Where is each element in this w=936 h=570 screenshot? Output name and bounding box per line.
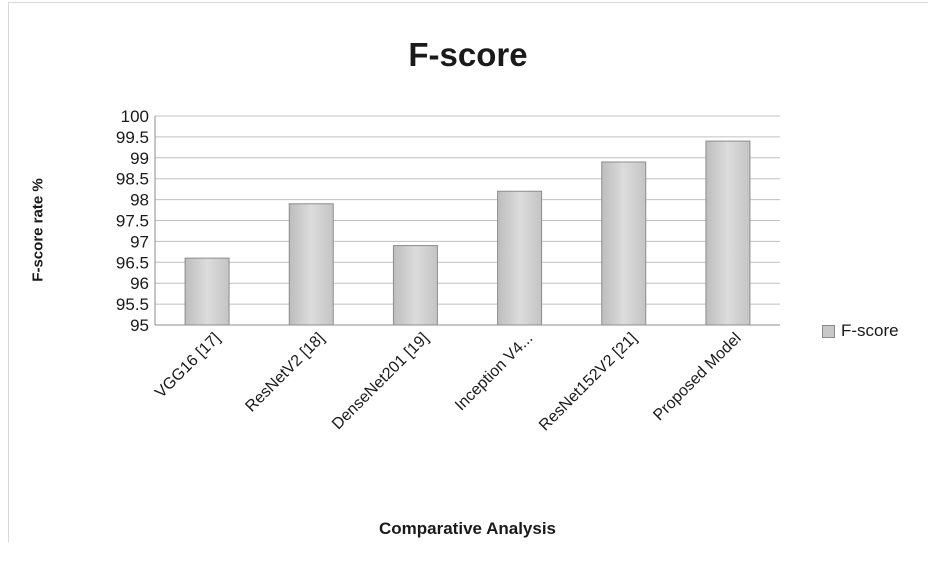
legend: F-score <box>822 321 899 341</box>
y-tick-label: 99.5 <box>116 128 149 147</box>
x-tick-label: ResNet152V2 [21] <box>536 330 640 434</box>
x-tick-label: Proposed Model <box>650 330 744 424</box>
bar <box>497 190 543 326</box>
y-tick-label: 96.5 <box>116 253 149 272</box>
chart-title: F-score <box>408 36 528 73</box>
x-tick-label: Inception V4... <box>452 330 536 414</box>
y-tick-label: 96 <box>130 274 149 293</box>
x-axis-label: Comparative Analysis <box>379 519 556 538</box>
frame-border-left <box>8 2 9 542</box>
x-tick-label: DenseNet201 [19] <box>329 330 432 433</box>
bar <box>601 161 647 326</box>
legend-swatch <box>822 324 835 338</box>
y-tick-label: 95.5 <box>116 295 149 314</box>
y-tick-label: 97 <box>130 232 149 251</box>
bar <box>705 140 751 326</box>
y-tick-label: 95 <box>130 316 149 335</box>
bar <box>392 245 438 326</box>
x-tick-label: ResNetV2 [18] <box>242 330 328 416</box>
frame-border-top <box>8 2 928 3</box>
y-tick-label: 97.5 <box>116 212 149 231</box>
bar <box>288 203 334 326</box>
y-tick-label: 100 <box>121 107 149 126</box>
bar <box>184 257 230 326</box>
y-tick-label: 98.5 <box>116 170 149 189</box>
y-tick-label: 98 <box>130 191 149 210</box>
x-tick-label: VGG16 [17] <box>152 330 224 402</box>
y-tick-label: 99 <box>130 149 149 168</box>
legend-label: F-score <box>841 321 899 340</box>
